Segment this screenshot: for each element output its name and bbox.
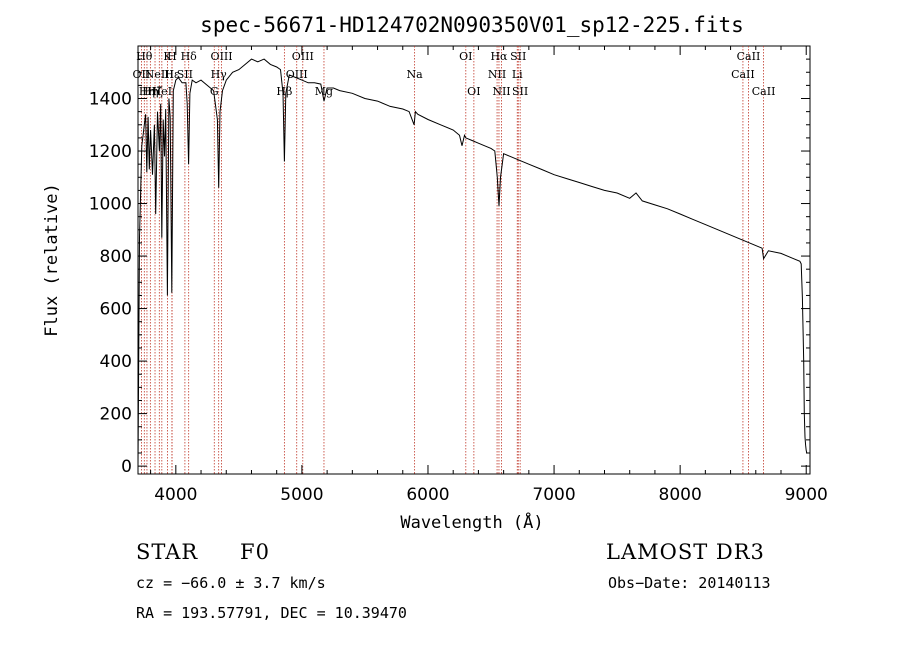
line-label-6: HeI	[152, 85, 172, 98]
line-id-labels: OIIHθHηHηHζNeIIIHeIKHHεSIIHδGHγOIIIHβOII…	[133, 50, 776, 98]
line-label-8: H	[167, 50, 177, 63]
line-id-markers	[141, 46, 765, 474]
y-tick-label: 800	[100, 247, 132, 267]
y-tick-label: 1000	[89, 195, 132, 215]
line-label-4: Hζ	[147, 85, 163, 98]
y-tick-label: 0	[121, 457, 132, 477]
line-label-20: OI	[459, 50, 472, 63]
line-label-7: K	[163, 50, 172, 63]
line-label-25: Li	[512, 68, 523, 81]
chart-title: spec-56671-HD124702N090350V01_sp12-225.f…	[200, 13, 744, 37]
y-tick-label: 1400	[89, 90, 132, 110]
x-tick-label: 6000	[406, 485, 449, 505]
y-axis-ticks: 0 200 400 600 800 1000 1200 1400	[89, 45, 810, 477]
line-label-5: NeIII	[145, 68, 174, 81]
line-label-29: CaII	[737, 50, 761, 63]
spectrum-line	[137, 58, 808, 467]
object-class: STAR	[136, 540, 199, 564]
x-tick-label: 8000	[659, 485, 702, 505]
survey-name: LAMOST DR3	[606, 540, 765, 564]
x-tick-label: 9000	[785, 485, 828, 505]
object-subclass: F0	[240, 540, 270, 564]
line-label-16: OIII	[286, 68, 308, 81]
line-label-28: CaII	[731, 68, 755, 81]
line-label-27: SII	[512, 85, 528, 98]
redshift-text: cz = −66.0 ± 3.7 km/s	[136, 574, 326, 592]
line-label-22: NII	[488, 68, 506, 81]
obs-date-text: Obs−Date: 20140113	[608, 574, 771, 592]
line-label-21: OI	[467, 85, 480, 98]
line-label-10: SII	[177, 68, 193, 81]
line-label-23: Hα	[490, 50, 508, 63]
line-label-24: NII	[492, 85, 510, 98]
line-label-12: G	[210, 85, 219, 98]
y-tick-label: 200	[100, 405, 132, 425]
x-tick-label: 4000	[154, 485, 197, 505]
line-label-30: CaII	[752, 85, 776, 98]
line-label-15: Hβ	[276, 85, 292, 98]
y-tick-label: 400	[100, 352, 132, 372]
coordinates-text: RA = 193.57791, DEC = 10.39470	[136, 604, 407, 622]
x-tick-label: 5000	[280, 485, 323, 505]
line-label-13: Hγ	[211, 68, 228, 81]
line-label-3: Hη	[142, 85, 158, 98]
y-tick-label: 600	[100, 300, 132, 320]
line-label-2: Hη	[139, 85, 155, 98]
line-label-19: Na	[407, 68, 424, 81]
line-label-17: OIII	[292, 50, 314, 63]
line-label-0: OII	[133, 68, 151, 81]
y-tick-label: 1200	[89, 142, 132, 162]
line-label-1: Hθ	[136, 50, 153, 63]
line-label-14: OIII	[211, 50, 233, 63]
line-label-11: Hδ	[181, 50, 198, 63]
line-label-26: SII	[510, 50, 526, 63]
x-axis-ticks: 4000 5000 6000 7000 8000 9000	[150, 46, 828, 505]
x-axis-label: Wavelength (Å)	[400, 511, 543, 533]
line-label-18: Mg	[315, 85, 333, 98]
line-label-9: Hε	[164, 68, 180, 81]
y-axis-label: Flux (relative)	[42, 183, 62, 337]
x-tick-label: 7000	[532, 485, 575, 505]
